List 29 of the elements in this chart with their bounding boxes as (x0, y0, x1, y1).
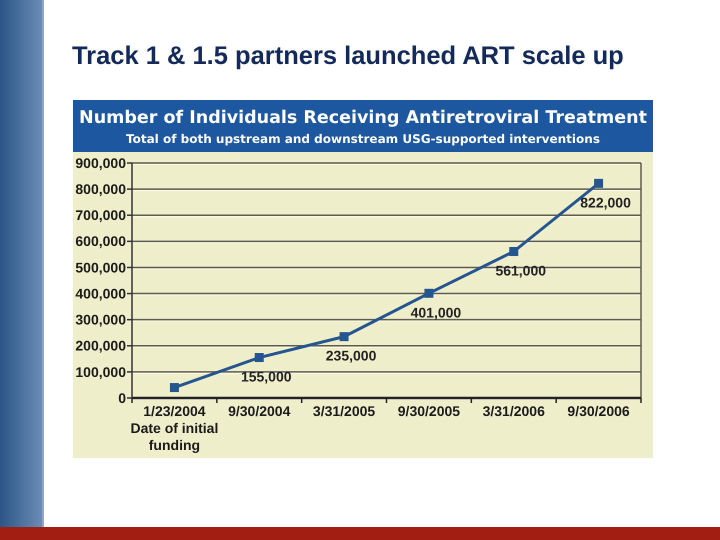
point (424, 288, 434, 298)
y-tick-label: 800,000 (75, 181, 126, 198)
point (340, 332, 349, 342)
point (594, 178, 604, 188)
point (254, 353, 264, 362)
chart-title: Number of Individuals Receiving Antiretroviral Treatment (79, 108, 647, 128)
y-tick-label: 600,000 (75, 233, 126, 250)
x-tick-label: 9/30/2006 (567, 403, 630, 419)
data-label: 235,000 (326, 348, 377, 364)
text: Track 1 & 1.5 partners launched ART scale up (72, 42, 624, 70)
x-tick-label: 1/23/2004 Date of initial funding (130, 403, 218, 453)
x-tick-label: 9/30/2004 (228, 403, 291, 419)
y-tick-label: 700,000 (75, 207, 126, 224)
y-tick-label: 0 (118, 390, 126, 406)
data-label: 822,000 (580, 194, 632, 210)
data-label: 401,000 (410, 304, 462, 320)
y-tick-label: 900,000 (75, 154, 126, 171)
x-tick-label: 3/31/2005 (312, 403, 376, 419)
y-tick-label: 100,000 (75, 364, 126, 380)
y-tick-label: 500,000 (75, 259, 126, 276)
point (170, 383, 179, 392)
y-tick-label: 400,000 (75, 285, 126, 302)
point (509, 247, 518, 256)
chart-subtitle: Total of both upstream and downstream USG-supported interventions (126, 132, 600, 146)
y-tick-label: 300,000 (75, 312, 126, 328)
x-tick-label: 3/31/2006 (482, 403, 546, 419)
data-label: 155,000 (240, 368, 292, 385)
x-tick-label: 9/30/2005 (398, 403, 460, 419)
y-tick-label: 200,000 (75, 338, 126, 354)
